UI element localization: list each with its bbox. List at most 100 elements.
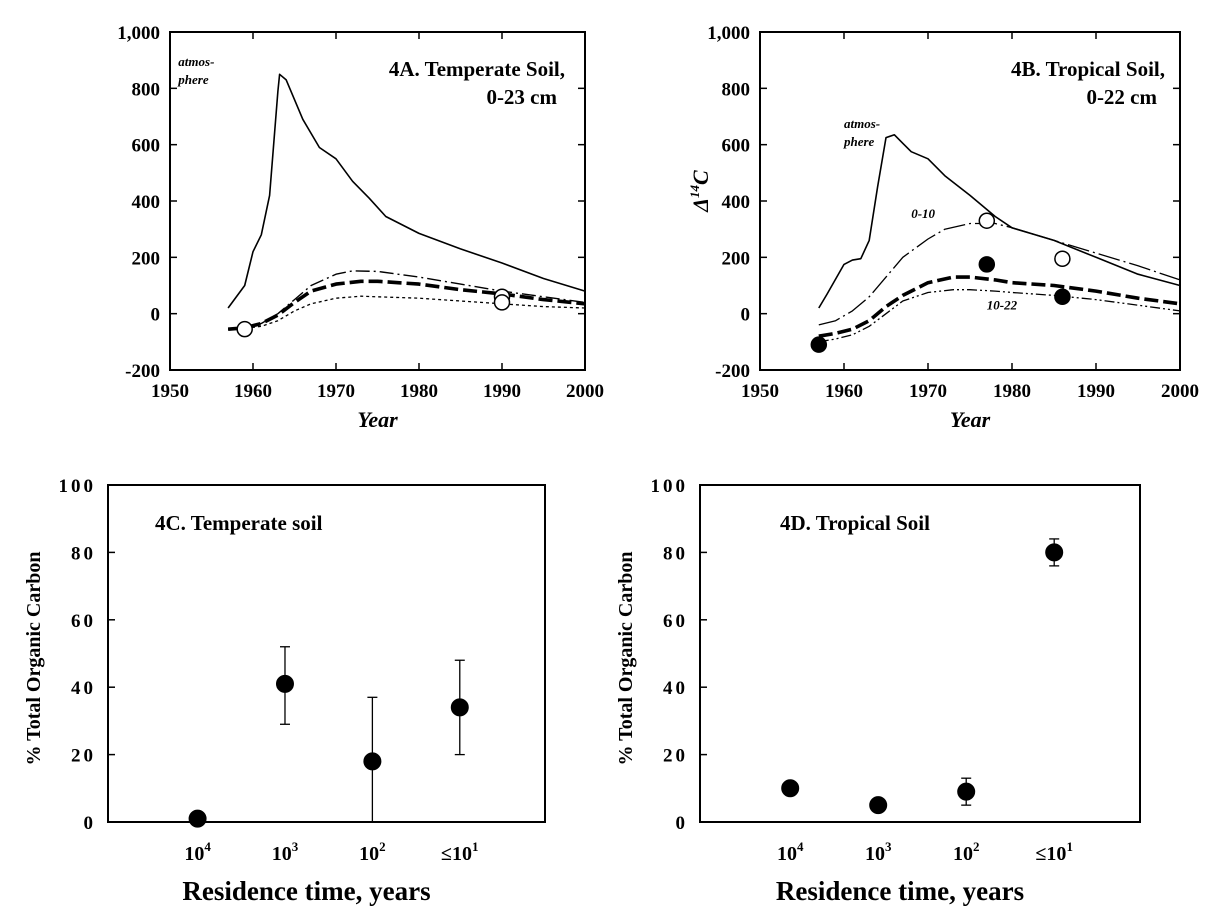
panel-title: 4A. Temperate Soil, (389, 57, 565, 81)
data-point-open (493, 294, 511, 311)
x-tick-base: ≤10 (1035, 843, 1066, 865)
data-point-filled (1045, 543, 1064, 562)
y-tick-label: 40 (71, 678, 96, 699)
y-axis-label: Δ14C (687, 170, 713, 213)
series-line-2 (228, 270, 586, 330)
x-tick-sup: 4 (797, 839, 804, 854)
series-line-4 (228, 295, 586, 330)
y-axis-label-symbol: Δ (688, 198, 713, 213)
y-tick-label: 40 (663, 678, 688, 699)
x-tick-label: 1950 (151, 381, 189, 402)
x-tick-base: 10 (777, 843, 797, 865)
y-tick-label: 200 (132, 248, 161, 269)
y-axis-label: % Total Organic Carbon (615, 552, 637, 766)
x-tick-label: 1970 (317, 381, 355, 402)
x-tick-label: 1960 (825, 381, 863, 402)
plot-frame (699, 484, 1141, 823)
x-tick-label: 1950 (741, 381, 779, 402)
y-tick-label: 20 (663, 746, 688, 767)
data-point-open (236, 320, 253, 338)
y-axis-label-tail: C (688, 170, 713, 185)
x-tick-sup: 2 (973, 839, 980, 854)
data-point-filled (1054, 288, 1071, 306)
y-tick-label: 200 (722, 248, 751, 269)
x-tick-sup: 1 (472, 839, 479, 854)
y-tick-label: 100 (651, 476, 689, 497)
series-annotation: atmos- (844, 116, 880, 131)
y-tick-label: 1,000 (117, 23, 160, 44)
series-line-10-22 (818, 289, 1181, 343)
x-tick-sup: 1 (1066, 839, 1073, 854)
y-tick-label: 600 (722, 136, 751, 157)
data-point-filled (363, 752, 382, 771)
x-tick-sup: 3 (292, 839, 299, 854)
x-tick-label: ≤101 (1035, 839, 1072, 865)
data-point-open (978, 212, 996, 229)
series-annotation: phere (843, 134, 875, 149)
series-annotation: 0-10 (911, 206, 935, 221)
x-tick-sup: 3 (885, 839, 892, 854)
data-point-filled (275, 674, 294, 693)
data-point-filled (957, 782, 976, 801)
x-tick-label: 2000 (1161, 381, 1199, 402)
plot-frame (759, 31, 1181, 371)
x-tick-base: 10 (953, 843, 973, 865)
panel-title: 0-22 cm (1086, 85, 1157, 109)
x-tick-label: 102 (359, 839, 386, 865)
x-tick-sup: 2 (379, 839, 386, 854)
panel-title: 4D. Tropical Soil (780, 511, 930, 535)
series-line-3 (818, 275, 1181, 338)
y-tick-label: 80 (71, 543, 96, 564)
x-tick-label: 1980 (400, 381, 438, 402)
plot-frame (107, 484, 546, 823)
x-tick-label: 1970 (909, 381, 947, 402)
x-tick-label: 1990 (1077, 381, 1115, 402)
y-tick-label: 0 (84, 813, 97, 834)
x-tick-label: 103 (272, 839, 299, 865)
data-point-open (1054, 250, 1071, 267)
y-tick-label: 80 (663, 543, 688, 564)
series-annotation: atmos- (178, 54, 214, 69)
y-tick-label: 800 (132, 79, 161, 100)
y-axis-label-sup: 14 (687, 184, 702, 198)
panel-title: 0-23 cm (486, 85, 557, 109)
x-axis-label: Residence time, years (776, 876, 1024, 906)
y-tick-label: -200 (125, 361, 160, 382)
data-point-filled (978, 256, 996, 273)
x-tick-sup: 4 (204, 839, 211, 854)
data-point-filled (869, 796, 888, 815)
x-axis-label: Residence time, years (182, 876, 430, 906)
panel-4b: -200 0 200 400 600 800 1,000 1950 1960 1970 1980 19… (687, 23, 1199, 432)
y-tick-label: 800 (722, 79, 751, 100)
x-tick-label: 1960 (234, 381, 272, 402)
y-tick-label: 60 (663, 611, 688, 632)
x-tick-base: 10 (272, 843, 292, 865)
series-line-atmosphere (227, 73, 586, 309)
data-point-filled (188, 809, 207, 828)
data-point-filled (810, 336, 828, 353)
series-line-0-10 (818, 222, 1181, 326)
panel-title: 4C. Temperate soil (155, 511, 323, 535)
y-tick-label: 400 (132, 192, 161, 213)
y-tick-label: 0 (676, 813, 689, 834)
y-tick-label: 1,000 (707, 23, 750, 44)
data-point-filled (450, 698, 469, 717)
y-axis-label: % Total Organic Carbon (23, 552, 45, 766)
series-annotation: phere (177, 72, 209, 87)
panel-4a: -200 0 200 400 600 800 1,000 1950 1960 1970 1980 19… (117, 23, 604, 432)
y-tick-label: 600 (132, 136, 161, 157)
x-tick-label: 104 (777, 839, 804, 865)
y-tick-label: 60 (71, 611, 96, 632)
data-point-filled (781, 779, 800, 798)
y-tick-label: -200 (715, 361, 750, 382)
y-tick-label: 400 (722, 192, 751, 213)
x-tick-base: 10 (359, 843, 379, 865)
x-tick-label: 104 (184, 839, 211, 865)
x-tick-base: 10 (865, 843, 885, 865)
x-tick-label: 103 (865, 839, 892, 865)
panel-title: 4B. Tropical Soil, (1011, 57, 1165, 81)
y-tick-label: 0 (151, 305, 161, 326)
